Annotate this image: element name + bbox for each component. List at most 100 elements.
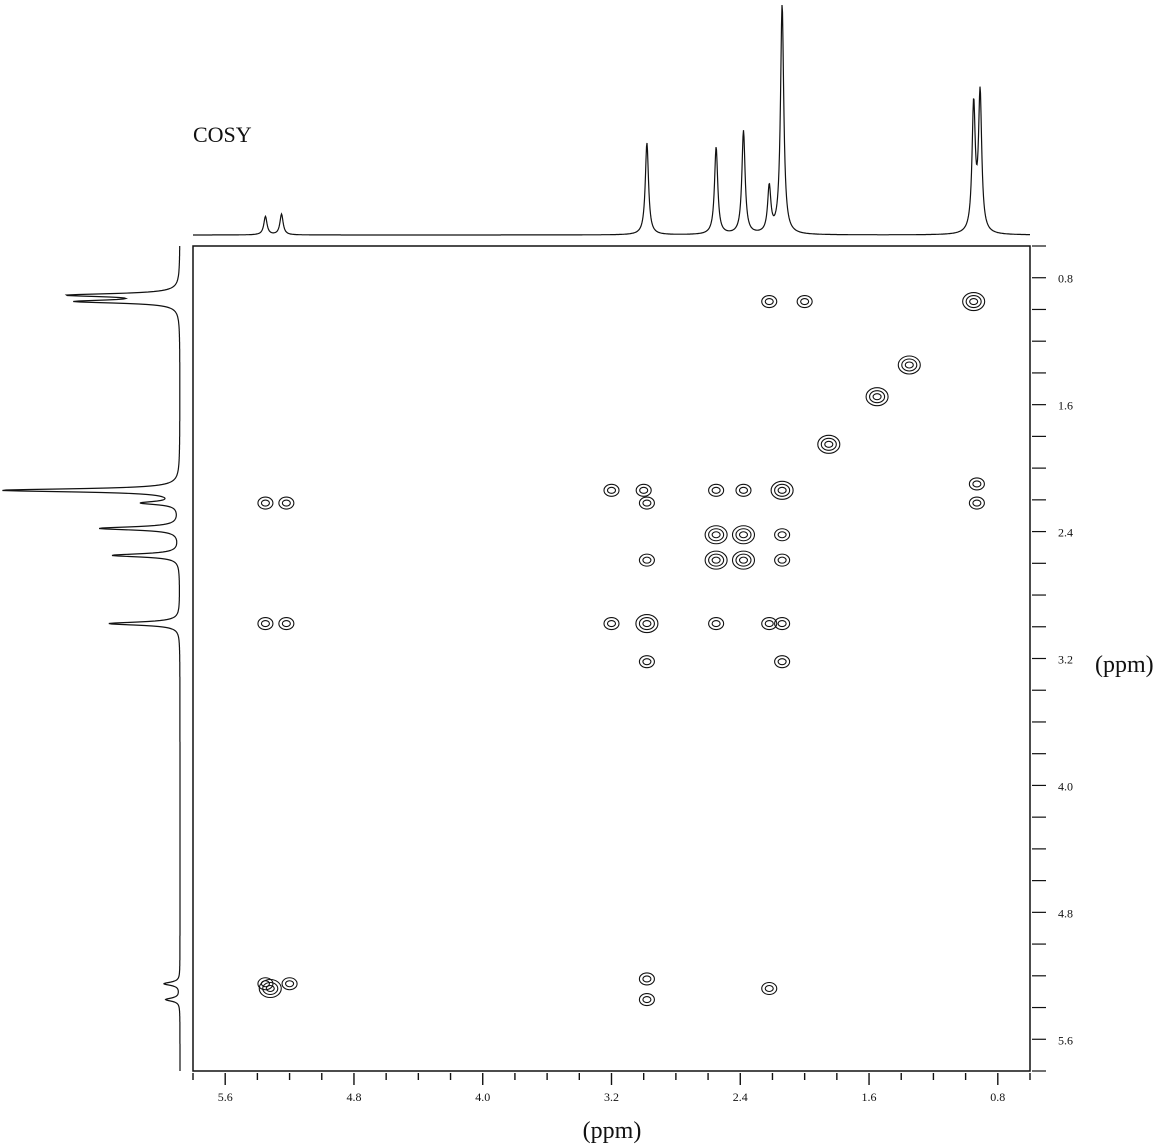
diagonal-peak — [711, 531, 721, 539]
diagonal-peak — [735, 553, 752, 567]
cross-peak — [638, 655, 655, 669]
y-tick-label: 0.8 — [1058, 272, 1073, 286]
diagonal-peak — [642, 620, 652, 628]
y-tick-label: 4.8 — [1058, 906, 1073, 920]
left-projection-trace — [2, 246, 181, 1071]
cross-peak — [774, 655, 791, 669]
cross-peak — [764, 984, 774, 993]
diagonal-peak — [735, 528, 752, 542]
cross-peak — [642, 996, 652, 1004]
cross-peak — [257, 496, 274, 510]
cross-peak — [642, 556, 652, 564]
plot-frame — [192, 245, 1031, 1072]
x-tick-label: 4.0 — [475, 1090, 490, 1104]
cross-peak — [777, 531, 787, 539]
y-tick-label: 5.6 — [1058, 1033, 1073, 1047]
cross-peak — [285, 980, 295, 988]
cross-peak — [278, 617, 295, 631]
cross-peak — [278, 496, 295, 510]
diagonal-peak — [770, 480, 794, 500]
cross-peak — [774, 553, 791, 567]
cross-peak — [281, 620, 291, 628]
x-tick-label: 4.8 — [346, 1090, 361, 1104]
cross-peak — [735, 483, 752, 497]
cross-peak — [642, 499, 652, 507]
diagonal-peak — [897, 355, 921, 375]
cross-peak — [603, 483, 620, 497]
cross-peak — [642, 975, 652, 983]
cross-peak — [764, 297, 774, 306]
diagonal-peak — [638, 617, 655, 631]
diagonal-peak — [777, 486, 787, 494]
x-tick-label: 0.8 — [990, 1090, 1005, 1104]
cross-peak — [777, 556, 787, 564]
cross-peak — [639, 486, 649, 494]
diagonal-peak — [262, 981, 279, 996]
contour-peaks-layer — [257, 291, 986, 1007]
x-tick-label: 3.2 — [604, 1090, 619, 1104]
cross-peak — [777, 620, 787, 628]
x-tick-label: 5.6 — [218, 1090, 233, 1104]
x-tick-label: 1.6 — [862, 1090, 877, 1104]
cross-peak — [777, 658, 787, 666]
diagonal-peak — [265, 984, 275, 993]
diagonal-peak — [965, 294, 982, 309]
diagonal-peak — [969, 297, 979, 306]
cross-peak — [708, 617, 725, 631]
cross-peak — [972, 480, 982, 488]
diagonal-peak — [904, 361, 914, 369]
cross-peak — [761, 981, 778, 996]
cross-peak — [972, 499, 982, 507]
diagonal-peak — [824, 440, 834, 448]
cross-peak — [260, 620, 270, 628]
diagonal-peak — [731, 550, 756, 570]
diagonal-peak — [708, 528, 725, 542]
cross-peak — [257, 617, 274, 631]
cross-peak — [638, 496, 655, 510]
y-tick-label: 4.0 — [1058, 779, 1073, 793]
diagonal-peak — [820, 437, 837, 451]
cross-peak — [968, 496, 985, 510]
cross-peak — [761, 294, 778, 309]
cross-peak — [642, 658, 652, 666]
cross-peak — [774, 528, 791, 542]
y-axis: 0.8 1.6 2.4 3.2 4.0 4.8 5.6 — [1032, 245, 1073, 1072]
diagonal-peak — [817, 434, 841, 454]
top-projection-trace — [193, 4, 1030, 236]
diagonal-peak — [869, 390, 886, 404]
cross-peak — [260, 499, 270, 507]
cross-peak — [638, 972, 655, 986]
cross-peak — [603, 617, 620, 631]
cross-peak — [711, 620, 721, 628]
cross-peak — [800, 297, 810, 306]
diagonal-peak — [704, 550, 728, 570]
cross-peak — [761, 617, 778, 631]
chart-title: COSY — [193, 122, 252, 147]
cross-peak — [635, 483, 652, 497]
cross-peak — [738, 486, 749, 494]
diagonal-peak — [635, 614, 659, 634]
diagonal-peak — [704, 525, 728, 545]
diagonal-peak — [774, 483, 791, 497]
cross-peak — [606, 620, 617, 628]
y-tick-label: 2.4 — [1058, 526, 1073, 540]
cross-peak — [638, 553, 655, 567]
diagonal-peak — [962, 291, 986, 312]
cross-peak — [796, 294, 813, 309]
cross-peak — [764, 620, 774, 628]
cross-peak — [257, 977, 274, 991]
diagonal-peak — [738, 556, 749, 564]
cross-peak — [968, 477, 985, 491]
cross-peak — [638, 993, 655, 1007]
y-axis-label: (ppm) — [1095, 652, 1154, 678]
cross-peak — [281, 977, 298, 991]
cross-peak — [260, 980, 270, 988]
cross-peak — [711, 486, 721, 494]
cross-peak — [774, 617, 791, 631]
cross-peak — [708, 483, 725, 497]
cross-peak — [606, 486, 617, 494]
diagonal-peak — [708, 553, 725, 567]
y-tick-label: 1.6 — [1058, 399, 1073, 413]
diagonal-peak — [865, 387, 889, 407]
